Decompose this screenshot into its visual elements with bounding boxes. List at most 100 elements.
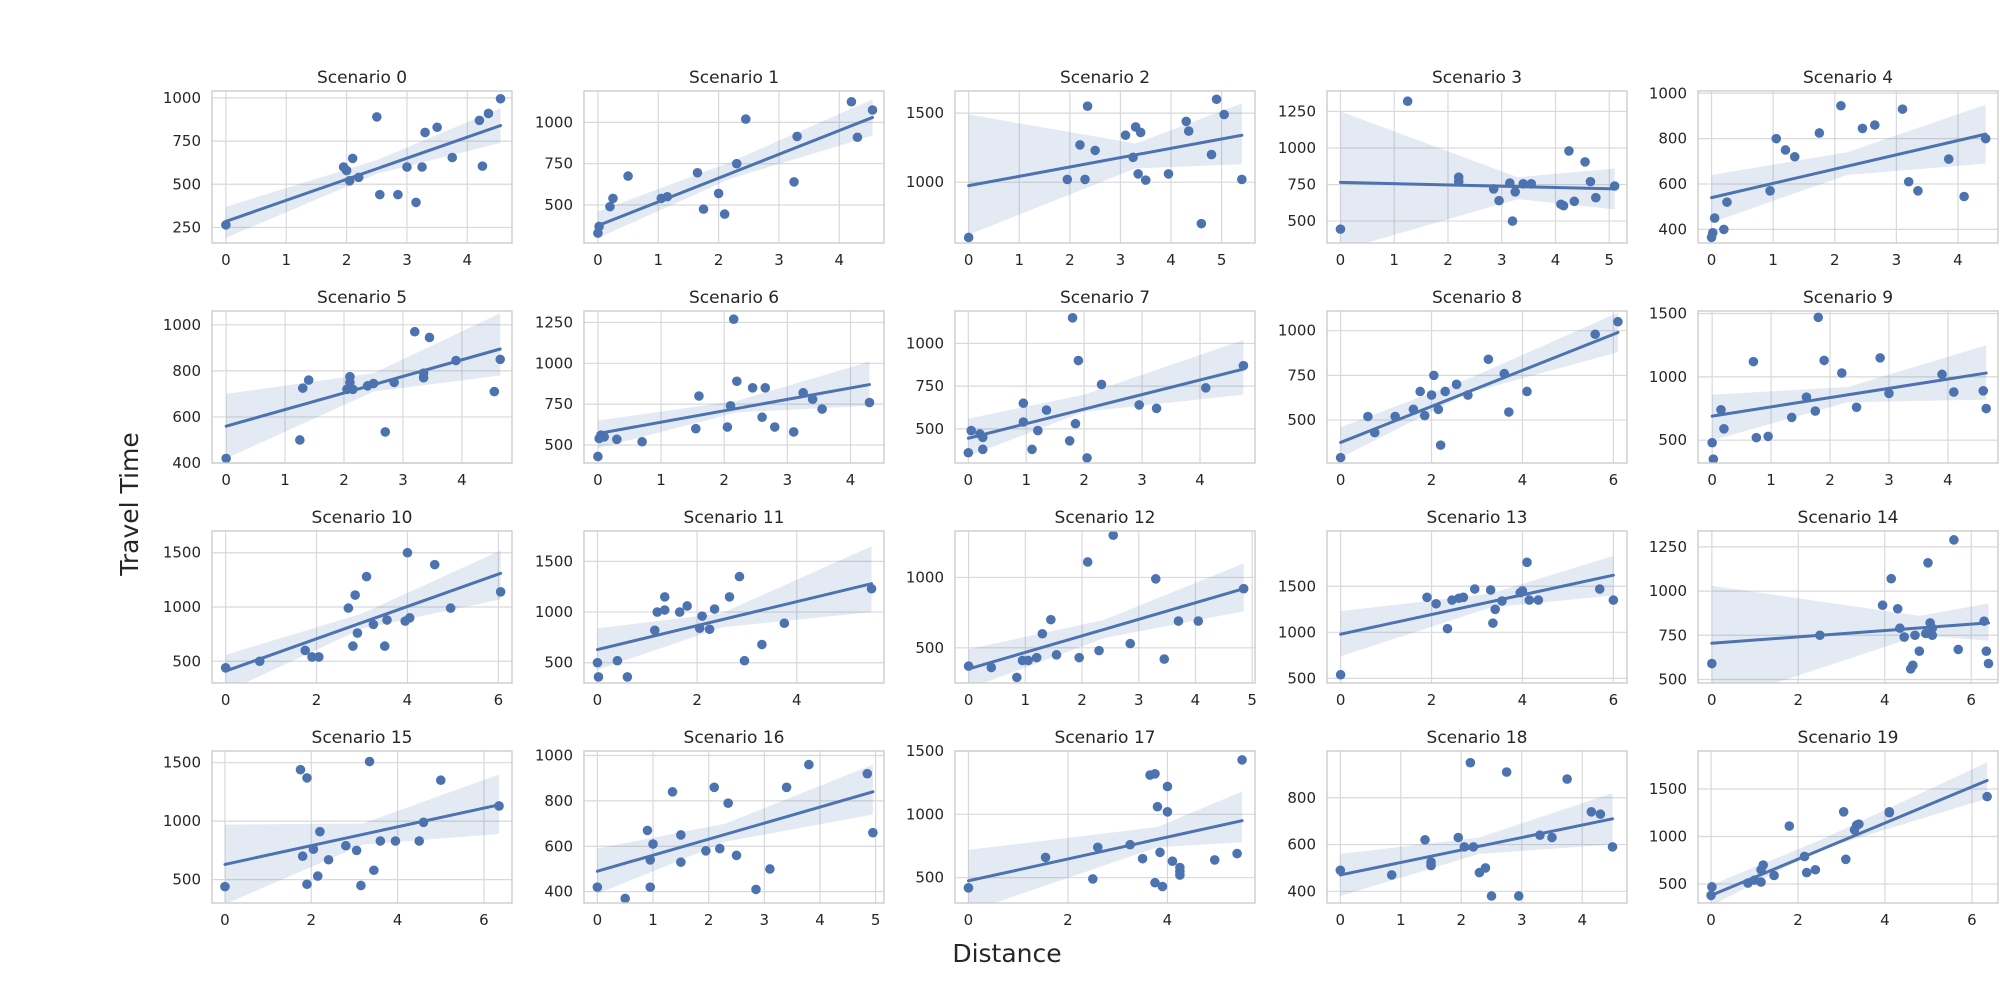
data-point xyxy=(623,171,633,181)
y-tick-label: 1500 xyxy=(535,552,573,570)
y-tick-label: 800 xyxy=(544,792,573,810)
subplot-15: 0 2 4 6 500 1000 1500 Scenario 15 xyxy=(163,728,513,929)
data-point xyxy=(1983,658,1994,669)
data-point xyxy=(1707,882,1717,892)
data-point xyxy=(308,844,319,855)
data-point xyxy=(1335,865,1346,876)
x-tick-label: 2 xyxy=(1793,911,1803,929)
data-point xyxy=(798,387,808,398)
data-point xyxy=(1140,175,1151,185)
data-point xyxy=(1070,418,1081,429)
x-tick-label: 6 xyxy=(494,691,504,709)
y-tick-label: 500 xyxy=(544,654,573,672)
data-point xyxy=(645,882,656,892)
data-point xyxy=(295,764,306,775)
data-point xyxy=(605,201,615,212)
x-tick-label: 0 xyxy=(593,471,603,489)
subplot-13: 0 2 4 6 500 1000 1500 Scenario 13 xyxy=(1278,508,1628,709)
data-point xyxy=(724,592,735,602)
y-tick-label: 600 xyxy=(544,837,573,855)
confidence-band xyxy=(1340,111,1615,243)
data-point xyxy=(667,787,678,797)
data-point xyxy=(1040,852,1051,863)
data-point xyxy=(1082,557,1093,567)
data-point xyxy=(1497,596,1507,606)
subplot-6: 0 1 2 3 4 500 750 1000 1250 Scenario 6 xyxy=(535,288,885,489)
x-tick-label: 1 xyxy=(1396,911,1406,929)
data-point xyxy=(1719,224,1729,235)
data-point xyxy=(418,817,429,828)
data-point xyxy=(1094,645,1104,656)
y-tick-label: 500 xyxy=(1287,411,1316,429)
data-point xyxy=(1836,100,1846,111)
y-tick-label: 1000 xyxy=(1649,84,1687,102)
data-point xyxy=(1722,197,1732,207)
x-tick-label: 4 xyxy=(1163,911,1173,929)
gridlines xyxy=(1327,311,1627,463)
data-point xyxy=(1709,213,1720,223)
y-tick-label: 1500 xyxy=(906,104,944,122)
data-point xyxy=(379,641,390,651)
y-tick-label: 1000 xyxy=(535,747,573,765)
y-tick-label: 1000 xyxy=(1649,582,1687,600)
data-point xyxy=(697,611,707,621)
data-point xyxy=(1075,140,1085,150)
data-point xyxy=(722,422,733,432)
data-point xyxy=(966,425,977,436)
data-point xyxy=(297,851,308,862)
x-tick-label: 0 xyxy=(221,471,231,489)
data-point xyxy=(375,189,385,200)
y-tick-label: 600 xyxy=(1658,175,1687,193)
data-point xyxy=(1510,187,1520,197)
data-point xyxy=(765,864,775,874)
y-tick-label: 800 xyxy=(1287,789,1316,807)
data-point xyxy=(1504,407,1514,417)
plot-area xyxy=(1335,757,1618,901)
x-tick-label: 4 xyxy=(1195,471,1205,489)
axes-frame xyxy=(583,530,885,684)
data-point xyxy=(1897,104,1908,114)
axes-frame xyxy=(211,310,513,464)
y-tick-label: 1500 xyxy=(1649,305,1687,323)
confidence-band xyxy=(597,99,873,239)
data-point xyxy=(648,839,658,849)
regression-line xyxy=(596,115,875,228)
y-axis-label: Travel Time xyxy=(115,432,144,576)
subplot-12: 0 1 2 3 4 5 500 1000 Scenario 12 xyxy=(906,508,1257,709)
y-tick-label: 750 xyxy=(544,155,573,173)
data-point xyxy=(866,583,877,594)
data-point xyxy=(1979,616,1989,626)
x-tick-label: 2 xyxy=(714,251,724,269)
data-point xyxy=(344,176,355,186)
plot-area xyxy=(593,314,875,462)
data-point xyxy=(1108,531,1119,541)
y-tick-label: 500 xyxy=(172,175,201,193)
x-tick-label: 2 xyxy=(1065,251,1075,269)
data-point xyxy=(1033,425,1043,436)
y-tick-label: 1000 xyxy=(906,568,944,586)
plot-area xyxy=(963,531,1249,683)
data-point xyxy=(368,378,379,389)
data-point xyxy=(674,607,685,617)
data-point xyxy=(1012,672,1022,683)
data-point xyxy=(1335,224,1346,234)
data-point xyxy=(1335,452,1346,463)
data-point xyxy=(1586,807,1597,817)
x-tick-label: 3 xyxy=(398,471,408,489)
x-tick-label: 1 xyxy=(1389,251,1399,269)
data-point xyxy=(1895,623,1905,634)
data-point xyxy=(723,798,733,808)
data-point xyxy=(220,663,231,673)
x-tick-label: 6 xyxy=(1966,691,1976,709)
x-tick-label: 4 xyxy=(1943,471,1953,489)
y-tick-label: 1000 xyxy=(1278,322,1316,340)
data-point xyxy=(1707,227,1718,238)
data-point xyxy=(1408,404,1419,415)
plot-area xyxy=(963,755,1247,903)
data-point xyxy=(341,840,351,851)
data-point xyxy=(1513,891,1524,901)
data-point xyxy=(447,152,458,163)
data-point xyxy=(1910,630,1920,641)
data-point xyxy=(1748,356,1759,367)
data-point xyxy=(676,830,686,840)
